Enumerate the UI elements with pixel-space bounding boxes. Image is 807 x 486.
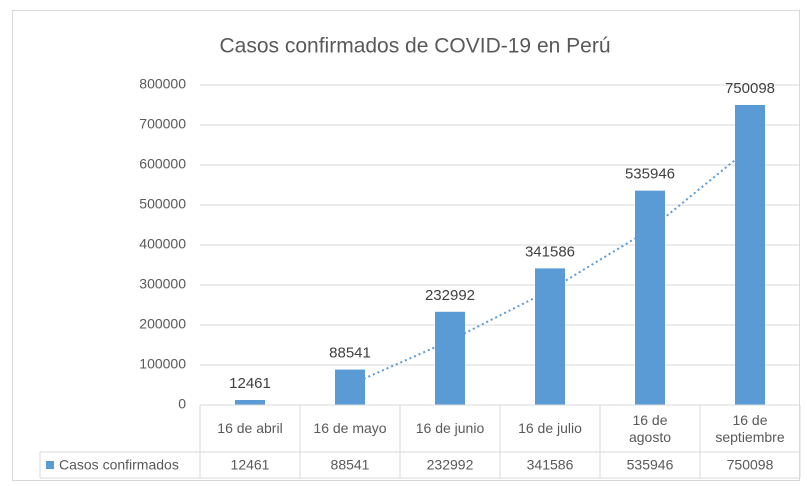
x-tick-label-box: 16 de agosto	[600, 405, 700, 452]
data-label: 341586	[525, 243, 575, 260]
x-tick-label-box: 16 de septiembre	[700, 405, 800, 452]
y-tick-label: 0	[178, 396, 186, 412]
y-tick-label: 400000	[139, 236, 186, 252]
bar	[235, 400, 265, 405]
data-label: 232992	[425, 287, 475, 304]
cell: 16 de septiembre	[700, 405, 800, 452]
trendline	[349, 147, 751, 386]
x-tick-label: 16 de junio	[415, 420, 485, 436]
x-tick-label-box: 16 de julio	[500, 405, 600, 452]
table-value: 341586	[527, 457, 574, 473]
bar	[735, 104, 765, 405]
table-value: 750098	[727, 457, 774, 473]
cell: 16 de julio	[500, 405, 600, 452]
y-tick-label: 100000	[139, 356, 186, 372]
data-label: 88541	[329, 345, 371, 362]
y-tick-label: 700000	[139, 116, 186, 132]
x-tick-label: 16 de abril	[217, 420, 283, 436]
cell: 16 de abril	[200, 405, 300, 452]
bar	[335, 369, 365, 405]
x-tick-label-box: 16 de abril	[200, 405, 300, 452]
x-tick-label-box: 16 de junio	[400, 405, 500, 452]
bar	[435, 311, 465, 405]
chart-title: Casos confirmados de COVID-19 en Perú	[219, 35, 610, 58]
x-tick-label: 16 de mayo	[313, 420, 387, 436]
y-tick-label: 200000	[139, 316, 186, 332]
y-tick-label: 500000	[139, 196, 186, 212]
x-tick-label: 16 de agosto	[628, 411, 672, 445]
x-tick-label: 16 de julio	[518, 420, 582, 436]
table-value: 535946	[627, 457, 674, 473]
table-value: 12461	[231, 457, 270, 473]
bar	[635, 190, 665, 405]
x-tick-label-box: 16 de mayo	[300, 405, 400, 452]
table-value: 232992	[427, 457, 474, 473]
bar	[535, 268, 565, 405]
x-tick-label: 16 de septiembre	[715, 411, 785, 445]
table-value: 88541	[331, 457, 370, 473]
data-label: 12461	[229, 375, 271, 392]
y-tick-label: 600000	[139, 156, 186, 172]
y-tick-label: 300000	[139, 276, 186, 292]
legend-swatch	[46, 461, 54, 469]
legend-label: Casos confirmados	[59, 457, 179, 473]
data-label: 750098	[725, 80, 775, 97]
cell: 16 de mayo	[300, 405, 400, 452]
data-label: 535946	[625, 166, 675, 183]
cell: 16 de agosto	[600, 405, 700, 452]
y-tick-label: 800000	[139, 76, 186, 92]
cell: 16 de junio	[400, 405, 500, 452]
